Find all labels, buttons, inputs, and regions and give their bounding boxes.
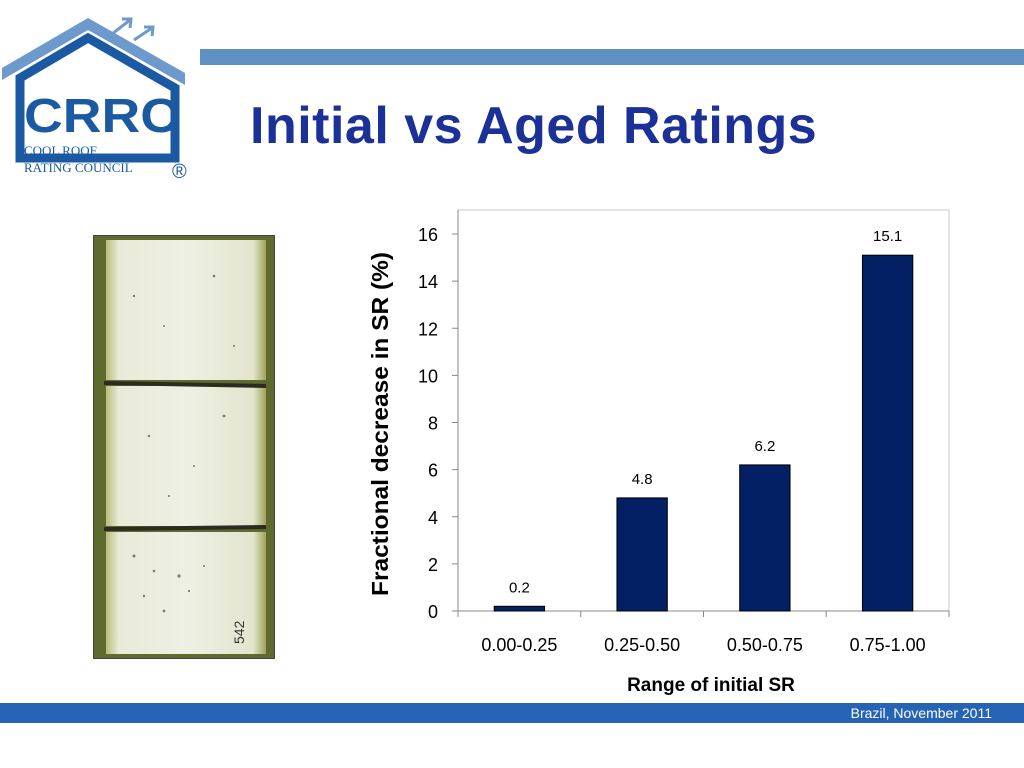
bar-chart: 0 2 4 6 8 10 12 14 16 0.00-0.25 0.25-0.50 0.50-0.7… (330, 200, 970, 705)
logo-line2: RATING COUNCIL (24, 160, 133, 175)
photo-annotation: 542 (231, 620, 247, 644)
x-tick-label: 0.75-1.00 (850, 635, 926, 655)
x-axis-label: Range of initial SR (627, 675, 795, 696)
x-tick-label: 0.50-0.75 (727, 635, 803, 655)
y-tick-label: 10 (418, 366, 438, 386)
x-tick-label: 0.25-0.50 (604, 635, 680, 655)
logo-line1: COOL ROOF (24, 143, 97, 158)
bars (493, 254, 914, 612)
crrc-logo: CRRC COOL ROOF RATING COUNCIL ® (0, 8, 200, 193)
y-tick-label: 4 (428, 508, 438, 528)
logo-registered-mark: ® (172, 161, 187, 183)
y-tick-label: 8 (428, 414, 438, 434)
bar (739, 464, 791, 612)
x-axis: 0.00-0.25 0.25-0.50 0.50-0.75 0.75-1.00 (457, 610, 950, 655)
top-stripe (175, 49, 1024, 65)
roof-sample-photo: 542 (93, 235, 275, 659)
arrow-icon (111, 17, 155, 42)
slide-title: Initial vs Aged Ratings (250, 97, 818, 155)
y-axis-label: Fractional decrease in SR (%) (367, 252, 393, 596)
bottom-stripe (0, 703, 1024, 723)
bar-labels: 0.2 4.8 6.2 15.1 (509, 228, 902, 596)
bar-data-label: 15.1 (873, 228, 902, 245)
footer-text: Brazil, November 2011 (850, 705, 992, 721)
bar (616, 497, 668, 612)
y-tick-label: 14 (418, 272, 438, 292)
y-axis: 0 2 4 6 8 10 12 14 16 (418, 210, 459, 622)
logo-acronym: CRRC (24, 90, 179, 143)
y-tick-label: 2 (428, 555, 438, 575)
bar-data-label: 0.2 (509, 579, 530, 596)
x-tick-label: 0.00-0.25 (481, 635, 557, 655)
bar-data-label: 4.8 (632, 471, 653, 488)
bar (861, 254, 914, 612)
bar (493, 605, 546, 612)
bar-data-label: 6.2 (754, 438, 775, 455)
y-tick-label: 16 (418, 225, 438, 245)
y-tick-label: 6 (428, 461, 438, 481)
y-tick-label: 0 (428, 602, 438, 622)
y-tick-label: 12 (418, 319, 438, 339)
